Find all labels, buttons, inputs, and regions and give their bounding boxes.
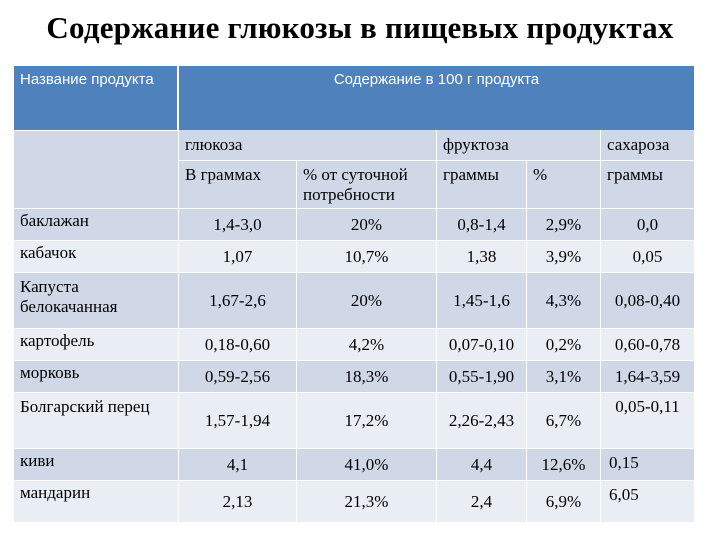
header-spacer	[14, 130, 178, 208]
cell-glucose-grams: 0,18-0,60	[178, 328, 296, 360]
cell-sucrose-grams: 0,08-0,40	[600, 272, 694, 328]
row-name: морковь	[14, 360, 178, 392]
cell-glucose-grams: 1,07	[178, 240, 296, 272]
row-name: киви	[14, 448, 178, 480]
cell-glucose-pct: 17,2%	[296, 392, 436, 448]
cell-fructose-pct: 4,3%	[526, 272, 600, 328]
cell-fructose-pct: 0,2%	[526, 328, 600, 360]
header-content-group: Содержание в 100 г продукта	[178, 66, 694, 130]
header-fructose-grams-label: граммы	[443, 165, 499, 184]
cell-glucose-pct: 18,3%	[296, 360, 436, 392]
header-grams-label: В граммах	[185, 165, 262, 184]
header-product-name: Название продукта	[14, 66, 178, 130]
header-fructose-pct: %	[526, 160, 600, 208]
cell-fructose-grams: 1,38	[436, 240, 526, 272]
row-name: кабачок	[14, 240, 178, 272]
header-sucrose-grams-label: граммы	[607, 165, 663, 184]
header-glucose-label: глюкоза	[185, 135, 243, 154]
cell-fructose-pct: 12,6%	[526, 448, 600, 480]
glucose-table: Название продукта Содержание в 100 г про…	[14, 66, 694, 524]
cell-sucrose-grams: 6,05	[600, 480, 694, 522]
row-name: Капуста белокачанная	[14, 272, 178, 328]
cell-glucose-pct: 10,7%	[296, 240, 436, 272]
cell-glucose-grams: 1,4-3,0	[178, 208, 296, 240]
cell-sucrose-grams: 0,05	[600, 240, 694, 272]
cell-fructose-pct: 2,9%	[526, 208, 600, 240]
row-name: Болгарский перец	[14, 392, 178, 448]
cell-fructose-pct: 3,9%	[526, 240, 600, 272]
cell-sucrose-grams: 0,60-0,78	[600, 328, 694, 360]
cell-glucose-pct: 20%	[296, 272, 436, 328]
cell-sucrose-grams: 1,64-3,59	[600, 360, 694, 392]
row-name: картофель	[14, 328, 178, 360]
header-fructose-pct-label: %	[533, 165, 548, 184]
cell-glucose-pct: 21,3%	[296, 480, 436, 522]
cell-sucrose-grams: 0,15	[600, 448, 694, 480]
row-name: баклажан	[14, 208, 178, 240]
cell-glucose-pct: 4,2%	[296, 328, 436, 360]
cell-fructose-grams: 2,26-2,43	[436, 392, 526, 448]
cell-fructose-grams: 0,8-1,4	[436, 208, 526, 240]
header-glucose: глюкоза	[178, 130, 436, 160]
cell-glucose-grams: 0,59-2,56	[178, 360, 296, 392]
cell-fructose-grams: 2,4	[436, 480, 526, 522]
cell-fructose-grams: 0,07-0,10	[436, 328, 526, 360]
cell-glucose-grams: 4,1	[178, 448, 296, 480]
cell-glucose-pct: 20%	[296, 208, 436, 240]
cell-sucrose-grams: 0,05-0,11	[600, 392, 694, 448]
cell-fructose-pct: 6,9%	[526, 480, 600, 522]
page-title: Содержание глюкозы в пищевых продуктах	[46, 10, 674, 45]
header-grams: В граммах	[178, 160, 296, 208]
cell-glucose-grams: 1,57-1,94	[178, 392, 296, 448]
header-sucrose: сахароза	[600, 130, 694, 160]
header-fructose: фруктоза	[436, 130, 600, 160]
header-pct-daily-label: % от суточной потребности	[303, 165, 408, 204]
cell-fructose-pct: 6,7%	[526, 392, 600, 448]
cell-sucrose-grams: 0,0	[600, 208, 694, 240]
cell-fructose-grams: 4,4	[436, 448, 526, 480]
row-name: мандарин	[14, 480, 178, 522]
header-sucrose-grams: граммы	[600, 160, 694, 208]
cell-fructose-grams: 0,55-1,90	[436, 360, 526, 392]
cell-fructose-pct: 3,1%	[526, 360, 600, 392]
cell-glucose-grams: 2,13	[178, 480, 296, 522]
cell-glucose-pct: 41,0%	[296, 448, 436, 480]
header-sucrose-label: сахароза	[607, 135, 670, 154]
header-fructose-label: фруктоза	[443, 135, 509, 154]
cell-glucose-grams: 1,67-2,6	[178, 272, 296, 328]
header-pct-daily: % от суточной потребности	[296, 160, 436, 208]
cell-fructose-grams: 1,45-1,6	[436, 272, 526, 328]
header-fructose-grams: граммы	[436, 160, 526, 208]
